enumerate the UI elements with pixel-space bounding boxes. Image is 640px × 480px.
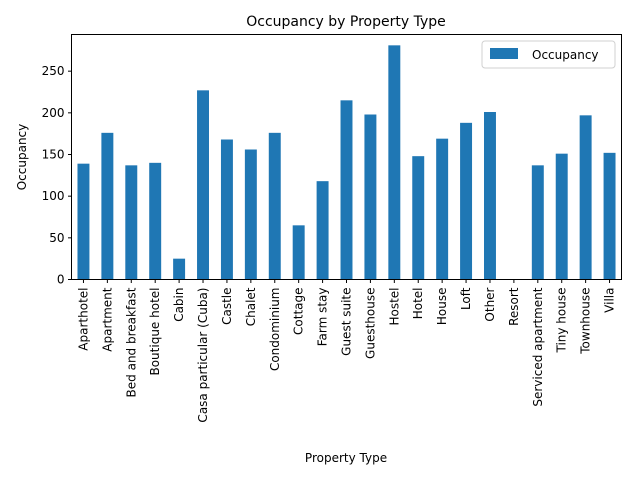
x-tick-label: Apartment <box>100 287 114 351</box>
x-tick-label: Bed and breakfast <box>124 287 138 397</box>
chart-title: Occupancy by Property Type <box>246 14 446 30</box>
x-tick-label: Guesthouse <box>363 288 377 359</box>
bar <box>436 138 449 280</box>
bar <box>484 112 496 280</box>
bar <box>531 165 544 280</box>
bar <box>173 258 186 280</box>
bar <box>268 132 281 280</box>
x-tick-label: Loft <box>459 287 473 310</box>
legend: Occupancy <box>481 40 616 69</box>
bar <box>460 122 473 280</box>
x-tick-label: Boutique hotel <box>148 288 162 376</box>
y-tick-label: 250 <box>42 64 65 78</box>
y-tick-label: 200 <box>42 106 65 120</box>
bar <box>603 152 616 280</box>
x-tick-label: Hostel <box>387 288 401 326</box>
bar <box>101 132 114 280</box>
bar <box>412 156 425 280</box>
x-tick-label: Cabin <box>172 288 186 322</box>
bar <box>197 90 209 280</box>
x-tick-label: House <box>435 288 449 326</box>
x-axis-ticks: Aparthotel Apartment Bed and breakfast Bout… <box>76 279 617 423</box>
bar <box>220 139 233 280</box>
x-tick-label: Tiny house <box>555 288 569 354</box>
x-tick-label: Resort <box>507 287 521 326</box>
x-tick-label: Townhouse <box>579 288 593 355</box>
x-axis-label: Property Type <box>305 451 387 465</box>
bar <box>364 114 377 280</box>
legend-label: Occupancy <box>532 48 599 62</box>
bar <box>125 165 138 280</box>
bar <box>316 181 329 280</box>
legend-swatch <box>490 48 518 59</box>
y-tick-label: 150 <box>42 148 65 162</box>
x-tick-label: Farm stay <box>316 288 330 347</box>
x-tick-label: Castle <box>220 288 234 325</box>
bar <box>579 115 592 280</box>
x-tick-label: Condominium <box>268 288 282 372</box>
x-tick-label: Casa particular (Cuba) <box>196 288 210 423</box>
y-tick-label: 50 <box>49 231 64 245</box>
bar <box>340 100 353 280</box>
x-tick-label: Cottage <box>292 288 306 335</box>
plot-frame <box>71 34 622 280</box>
y-tick-label: 0 <box>57 273 65 287</box>
bar <box>244 149 257 280</box>
x-tick-label: Serviced apartment <box>531 287 545 406</box>
y-axis-label: Occupancy <box>15 124 29 191</box>
x-tick-label: Hotel <box>411 288 425 320</box>
bar <box>149 162 162 280</box>
bar <box>292 225 305 280</box>
y-axis-ticks: 0 50 100 150 200 250 <box>42 64 72 287</box>
bar <box>555 153 568 280</box>
x-tick-label: Other <box>483 287 497 321</box>
bars-group <box>77 45 616 280</box>
bar <box>388 45 401 280</box>
legend-frame <box>481 40 616 69</box>
x-tick-label: Aparthotel <box>76 288 90 351</box>
y-tick-label: 100 <box>42 189 65 203</box>
x-tick-label: Guest suite <box>340 288 354 356</box>
x-tick-label: Villa <box>603 288 617 313</box>
bar <box>77 163 90 280</box>
x-tick-label: Chalet <box>244 287 258 326</box>
